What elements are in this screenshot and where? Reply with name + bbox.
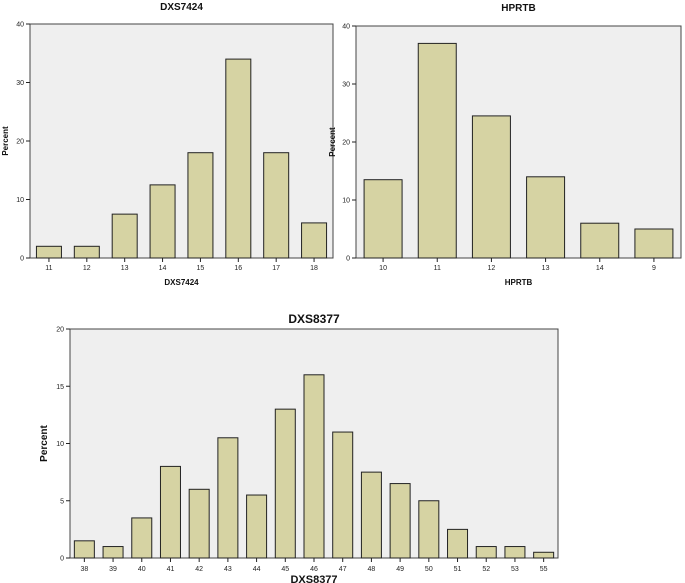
x-tick-label: 44 (253, 566, 261, 573)
bar-17 (263, 152, 290, 259)
bar-44 (246, 494, 268, 559)
bar-46 (303, 374, 325, 559)
x-tick-label: 53 (511, 566, 519, 573)
x-tick-label: 12 (488, 265, 496, 272)
x-tick-label: 47 (339, 566, 347, 573)
x-tick-label: 14 (596, 265, 604, 272)
bar-50 (418, 500, 440, 559)
x-tick-label: 12 (83, 265, 91, 272)
x-tick-label: 10 (379, 265, 387, 272)
y-tick-label: 20 (342, 140, 350, 147)
y-tick-label: 5 (60, 498, 64, 505)
x-tick-label: 40 (138, 566, 146, 573)
x-tick-label: 50 (425, 566, 433, 573)
x-tick-label: 9 (652, 265, 656, 272)
bar-14 (580, 222, 620, 259)
x-tick-label: 43 (224, 566, 232, 573)
x-tick-label: 13 (542, 265, 550, 272)
chart-title: HPRTB (501, 3, 535, 14)
chart-hprtb: 0 10 20 30 40 10 11 12 13 14 9 HPRTB HPRTB Percent (328, 3, 682, 287)
x-tick-label: 14 (159, 265, 167, 272)
x-tick-label: 55 (540, 566, 548, 573)
x-tick-label: 15 (197, 265, 205, 272)
x-tick-label: 49 (396, 566, 404, 573)
y-tick-label: 10 (342, 198, 350, 205)
x-tick-label: 13 (121, 265, 129, 272)
bar-11 (417, 42, 457, 259)
chart-title: DXS8377 (288, 312, 340, 326)
bar-38 (73, 540, 95, 559)
y-tick-label: 40 (16, 22, 24, 29)
x-tick-label: 45 (281, 566, 289, 573)
x-axis-label: DXS7424 (164, 278, 199, 287)
bar-47 (332, 431, 354, 559)
x-tick-label: 42 (195, 566, 203, 573)
y-tick-label: 10 (56, 441, 64, 448)
x-tick-label: 51 (454, 566, 462, 573)
x-tick-label: 38 (80, 566, 88, 573)
bar-42 (188, 488, 210, 559)
y-tick-label: 0 (20, 256, 24, 263)
y-tick-label: 0 (60, 556, 64, 563)
x-tick-label: 46 (310, 566, 318, 573)
bar-51 (447, 528, 469, 559)
y-tick-label: 20 (16, 139, 24, 146)
bar-13 (111, 213, 138, 259)
chart-dxs7424: 0 10 20 30 40 11 12 13 14 15 16 17 18 DXS7424 DXS7424 P… (1, 2, 334, 287)
bar-48 (360, 471, 382, 559)
bar-12 (471, 115, 511, 259)
x-tick-label: 11 (434, 265, 441, 272)
y-tick-label: 30 (342, 82, 350, 89)
bar-55 (533, 551, 555, 559)
y-tick-label: 0 (346, 256, 350, 263)
bar-13 (526, 176, 566, 259)
bar-43 (217, 437, 239, 559)
bar-15 (187, 152, 214, 259)
bar-9 (634, 228, 674, 259)
bar-10 (363, 179, 403, 259)
x-tick-label: 17 (272, 265, 280, 272)
x-tick-label: 52 (482, 566, 490, 573)
x-axis-label: HPRTB (505, 278, 533, 287)
bar-52 (475, 546, 497, 559)
plot-area (355, 25, 682, 259)
y-tick-label: 15 (56, 384, 64, 391)
y-tick-label: 20 (56, 327, 64, 334)
y-axis-label: Percent (39, 424, 50, 461)
y-axis-label: Percent (1, 126, 10, 156)
bar-40 (131, 517, 153, 559)
x-tick-label: 39 (109, 566, 117, 573)
bar-45 (274, 408, 296, 559)
x-tick-label: 11 (45, 265, 52, 272)
y-tick-label: 10 (16, 197, 24, 204)
y-axis-label: Percent (328, 127, 337, 157)
x-axis-label: DXS8377 (290, 574, 337, 583)
x-tick-label: 16 (234, 265, 242, 272)
x-tick-label: 48 (368, 566, 376, 573)
x-tick-label: 18 (310, 265, 318, 272)
bar-41 (159, 465, 181, 559)
chart-title: DXS7424 (160, 2, 203, 13)
bar-53 (504, 546, 526, 559)
bar-39 (102, 546, 124, 559)
bar-49 (389, 483, 411, 559)
y-tick-label: 30 (16, 80, 24, 87)
y-tick-label: 40 (342, 24, 350, 31)
bar-14 (149, 184, 176, 259)
x-tick-label: 41 (167, 566, 175, 573)
